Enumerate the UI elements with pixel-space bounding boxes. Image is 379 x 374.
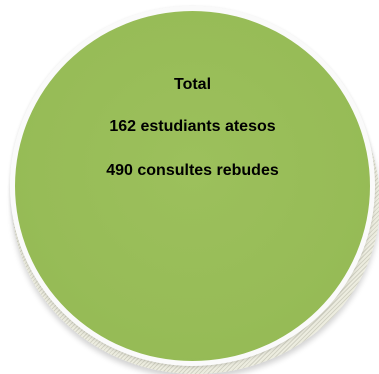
green-circle bbox=[10, 6, 375, 366]
queries-received-text: 490 consultes rebudes bbox=[106, 162, 279, 179]
students-served-text: 162 estudiants atesos bbox=[109, 118, 276, 135]
total-title: Total bbox=[173, 76, 212, 93]
